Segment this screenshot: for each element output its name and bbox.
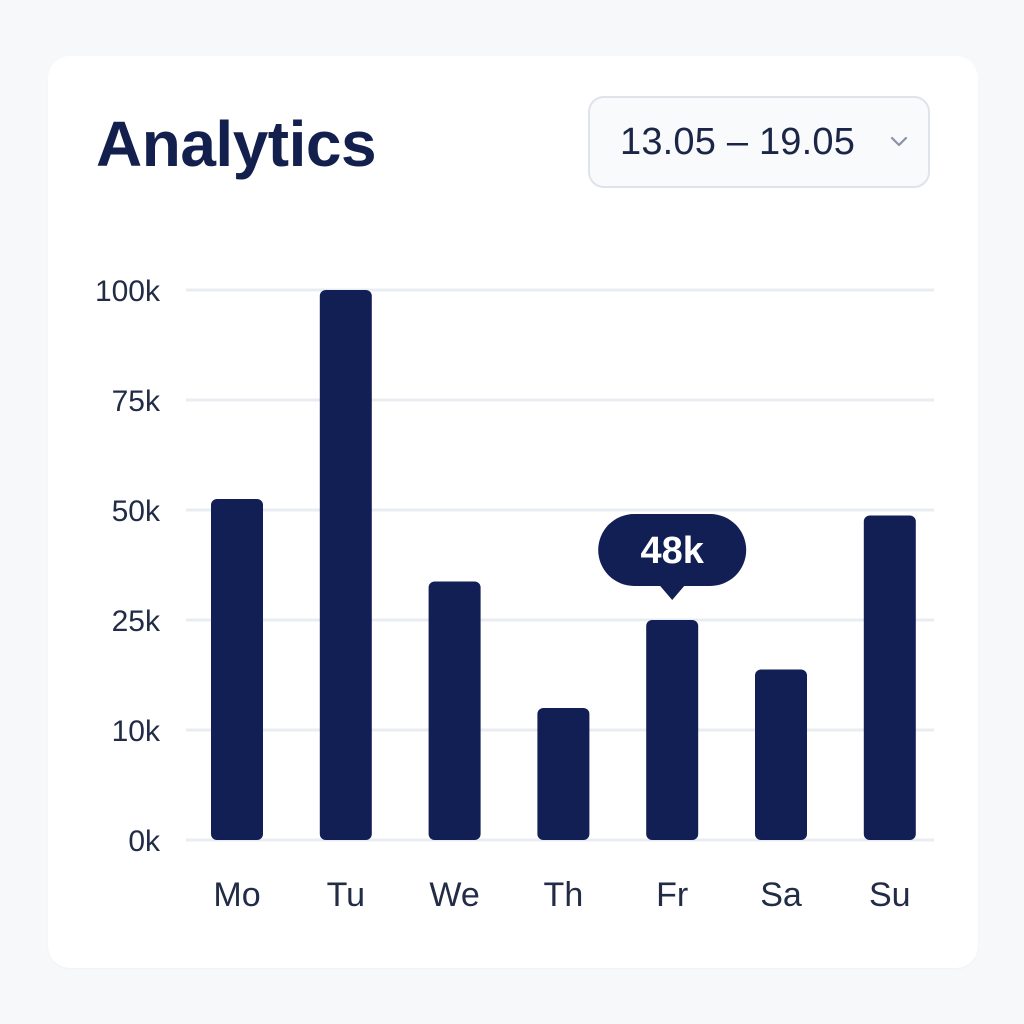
chevron-down-icon xyxy=(890,136,908,147)
tooltip-label: 48k xyxy=(640,530,704,572)
y-tick-label: 100k xyxy=(95,275,161,308)
bar-su xyxy=(863,515,916,840)
bar-fr xyxy=(646,620,699,840)
y-tick-label: 10k xyxy=(112,715,161,748)
x-tick-label: Su xyxy=(869,876,911,914)
y-tick-label: 25k xyxy=(112,605,161,638)
analytics-card xyxy=(48,56,978,968)
x-tick-label: We xyxy=(429,876,479,914)
date-range-value: 13.05 – 19.05 xyxy=(620,121,856,163)
tooltip-bubble xyxy=(598,514,747,600)
x-tick-label: Tu xyxy=(327,876,365,914)
x-tick-label: Fr xyxy=(656,876,688,914)
y-tick-label: 0k xyxy=(128,825,161,858)
bar-sa xyxy=(755,669,807,840)
page-title: Analytics xyxy=(96,108,377,180)
x-tick-label: Sa xyxy=(760,876,802,914)
bar-we xyxy=(428,581,481,840)
x-tick-label: Th xyxy=(544,876,584,914)
x-tick-label: Mo xyxy=(213,876,260,914)
bar-th xyxy=(537,708,590,840)
bar-tu xyxy=(319,290,372,840)
bar-mo xyxy=(211,499,263,840)
y-tick-label: 75k xyxy=(112,385,161,418)
date-range-select[interactable]: 13.05 – 19.05 xyxy=(588,96,930,188)
y-tick-label: 50k xyxy=(112,495,161,528)
